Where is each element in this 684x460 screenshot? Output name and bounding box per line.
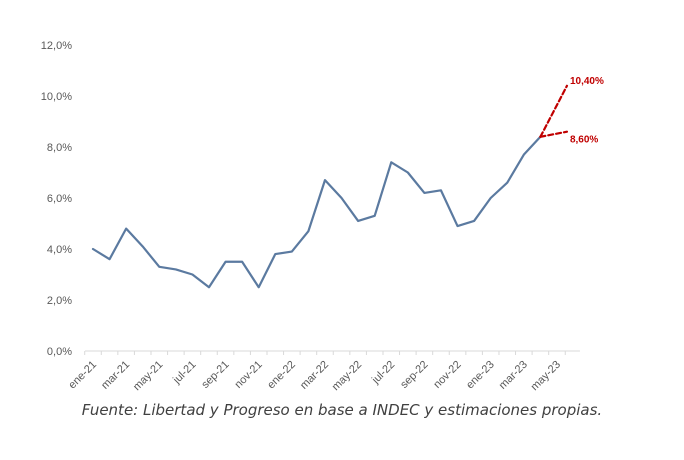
x-tick-label: may-22 (330, 359, 364, 393)
x-tick-label: may-23 (529, 359, 563, 393)
x-tick-label: jul-22 (369, 359, 397, 387)
y-tick-label: 2,0% (47, 295, 72, 307)
projection-label: 8,60% (570, 135, 598, 146)
x-tick-label: mar-21 (99, 359, 132, 392)
x-tick-label: ene-23 (464, 359, 497, 392)
x-tick-label: mar-22 (298, 359, 331, 392)
x-tick-label: sep-21 (199, 359, 231, 391)
inflation-line-chart: 0,0%2,0%4,0%6,0%8,0%10,0%12,0% ene-21 mar… (41, 40, 604, 393)
x-tick-label: may-21 (131, 359, 165, 393)
y-tick-label: 4,0% (47, 244, 72, 256)
projection-line (539, 130, 569, 138)
y-tick-label: 0,0% (47, 346, 72, 358)
x-axis-tick-marks (84, 351, 566, 355)
y-tick-label: 6,0% (47, 193, 72, 205)
y-tick-label: 8,0% (47, 142, 72, 154)
x-tick-label: ene-21 (66, 359, 99, 392)
x-tick-label: nov-22 (431, 359, 463, 391)
y-tick-label: 10,0% (41, 91, 72, 103)
x-tick-label: nov-21 (233, 359, 265, 391)
projection-label: 10,40% (570, 76, 604, 87)
x-tick-label: ene-22 (265, 359, 298, 392)
x-tick-label: jul-21 (170, 359, 198, 387)
projection-lines: 10,40% 8,60% (539, 76, 604, 146)
x-tick-label: mar-23 (497, 359, 530, 392)
source-note: Fuente: Libertad y Progreso en base a IN… (81, 401, 603, 419)
y-tick-label: 12,0% (41, 40, 72, 52)
projection-line (539, 84, 569, 138)
y-axis-tick-labels: 0,0% 2,0% 4,0% 6,0% 8,0% 10,0% 12,0% (41, 40, 72, 358)
series-line (91, 135, 542, 289)
x-tick-label: sep-22 (398, 359, 430, 391)
